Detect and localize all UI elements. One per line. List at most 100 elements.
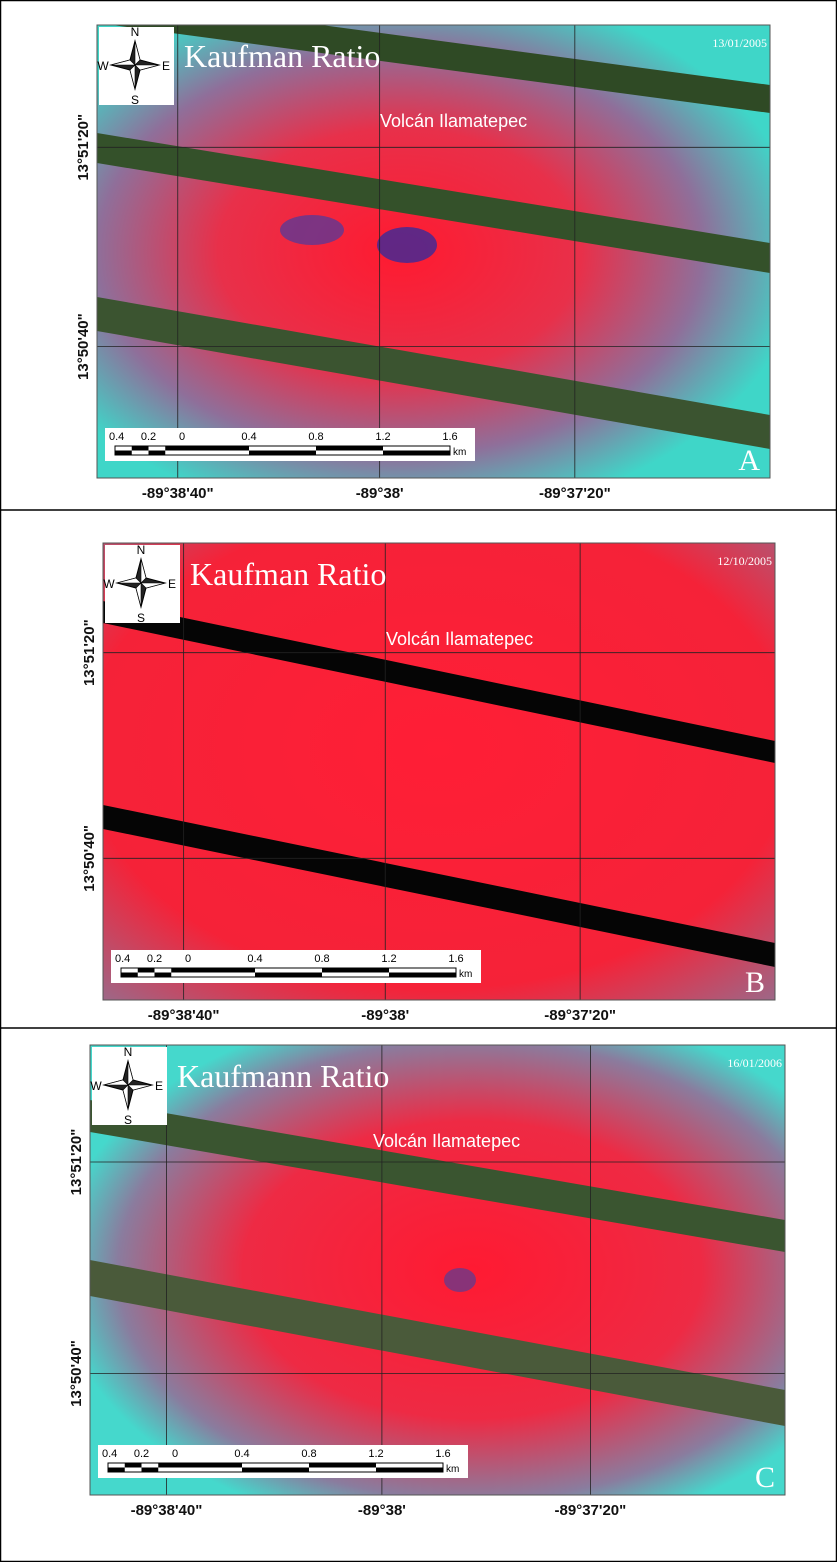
longitude-label: -89°38'40" [148,1007,220,1024]
scale-segment [175,1463,242,1468]
compass-letter: N [137,543,146,557]
scale-label: 0 [185,953,191,965]
scale-segment [255,973,322,978]
longitude-label: -89°37'20" [539,485,611,502]
latitude-label: 13°51'20" [81,619,98,686]
volcano-name: Volcán Ilamatepec [373,1131,520,1151]
map-shading [90,1045,785,1495]
compass-letter: W [90,1079,102,1093]
acquisition-date: 16/01/2006 [727,1056,782,1070]
crater [444,1268,476,1292]
scale-unit: km [453,447,466,458]
compass-letter: W [103,577,115,591]
scale-segment [376,1468,443,1473]
compass-letter: S [131,93,139,107]
compass-letter: N [131,25,140,39]
scale-segment [171,968,188,973]
map-image [103,543,775,1000]
scale-segment [132,446,149,451]
volcano-name: Volcán Ilamatepec [386,629,533,649]
scale-segment [155,973,172,978]
scale-segment [242,1468,309,1473]
scale-label: 0.4 [109,431,124,443]
scale-segment [165,446,182,451]
scale-label: 1.2 [381,953,396,965]
panel-letter: C [755,1461,775,1494]
scale-label: 0 [179,431,185,443]
compass-letter: S [124,1113,132,1127]
scale-label: 1.6 [435,1448,450,1460]
figure: 13°51'20" 13°50'40" -89°38'40" -89°38' -89°3… [0,0,837,1562]
compass-letter: S [137,611,145,625]
scale-segment [158,1463,175,1468]
scale-label: 0.8 [314,953,329,965]
panel-letter: B [745,966,765,999]
scale-unit: km [446,1464,459,1475]
scale-label: 0.2 [134,1448,149,1460]
scale-label: 1.2 [368,1448,383,1460]
compass-letter: N [124,1045,133,1059]
volcano-name: Volcán Ilamatepec [380,111,527,131]
scale-segment [383,451,450,456]
crater [377,227,437,263]
scale-box [111,950,481,983]
acquisition-date: 12/10/2005 [717,554,772,568]
compass-letter: E [162,59,170,73]
scale-segment [121,973,138,978]
scale-segment [316,446,383,451]
scale-label: 0.4 [241,431,256,443]
map-title: Kaufman Ratio [190,556,386,592]
scale-segment [309,1463,376,1468]
acquisition-date: 13/01/2005 [712,36,767,50]
latitude-label: 13°50'40" [68,1340,85,1407]
latitude-label: 13°50'40" [81,825,98,892]
scale-label: 0.4 [102,1448,117,1460]
scale-segment [142,1468,159,1473]
longitude-label: -89°38'40" [142,485,214,502]
scale-label: 0.8 [308,431,323,443]
map-title: Kaufmann Ratio [177,1058,389,1094]
scale-label: 1.6 [442,431,457,443]
latitude-label: 13°51'20" [75,114,92,181]
scale-segment [115,451,132,456]
compass-letter: E [168,577,176,591]
scale-label: 0.8 [301,1448,316,1460]
map-panel: 13°51'20" 13°50'40" -89°38'40" -89°38' -89°3… [75,0,770,502]
map-panel: 13°51'20" 13°50'40" -89°38'40" -89°38' -89°3… [0,510,837,1024]
latitude-label: 13°51'20" [68,1129,85,1196]
scale-segment [249,451,316,456]
scale-segment [389,973,456,978]
scale-segment [322,968,389,973]
scale-unit: km [459,969,472,980]
scale-label: 0.4 [247,953,262,965]
scale-segment [149,451,166,456]
compass-letter: W [97,59,109,73]
scale-label: 0.4 [115,953,130,965]
longitude-label: -89°38' [358,1502,406,1519]
map-image [90,1045,785,1495]
panel-letter: A [738,444,760,477]
latitude-label: 13°50'40" [75,313,92,380]
map-panel: 13°51'20" 13°50'40" -89°38'40" -89°38' -89°3… [0,1028,837,1519]
scale-segment [108,1468,125,1473]
longitude-label: -89°38' [356,485,404,502]
longitude-label: -89°37'20" [544,1007,616,1024]
scale-segment [138,968,155,973]
scale-box [105,428,475,461]
scale-label: 1.2 [375,431,390,443]
scale-segment [188,968,255,973]
map-title: Kaufman Ratio [184,38,380,74]
scale-label: 0.2 [141,431,156,443]
crater [280,215,344,245]
compass-letter: E [155,1079,163,1093]
scale-label: 1.6 [448,953,463,965]
longitude-label: -89°37'20" [555,1502,627,1519]
scale-segment [125,1463,142,1468]
scale-label: 0 [172,1448,178,1460]
scale-box [98,1445,468,1478]
scale-segment [182,446,249,451]
longitude-label: -89°38'40" [131,1502,203,1519]
scale-label: 0.2 [147,953,162,965]
scale-label: 0.4 [234,1448,249,1460]
longitude-label: -89°38' [361,1007,409,1024]
